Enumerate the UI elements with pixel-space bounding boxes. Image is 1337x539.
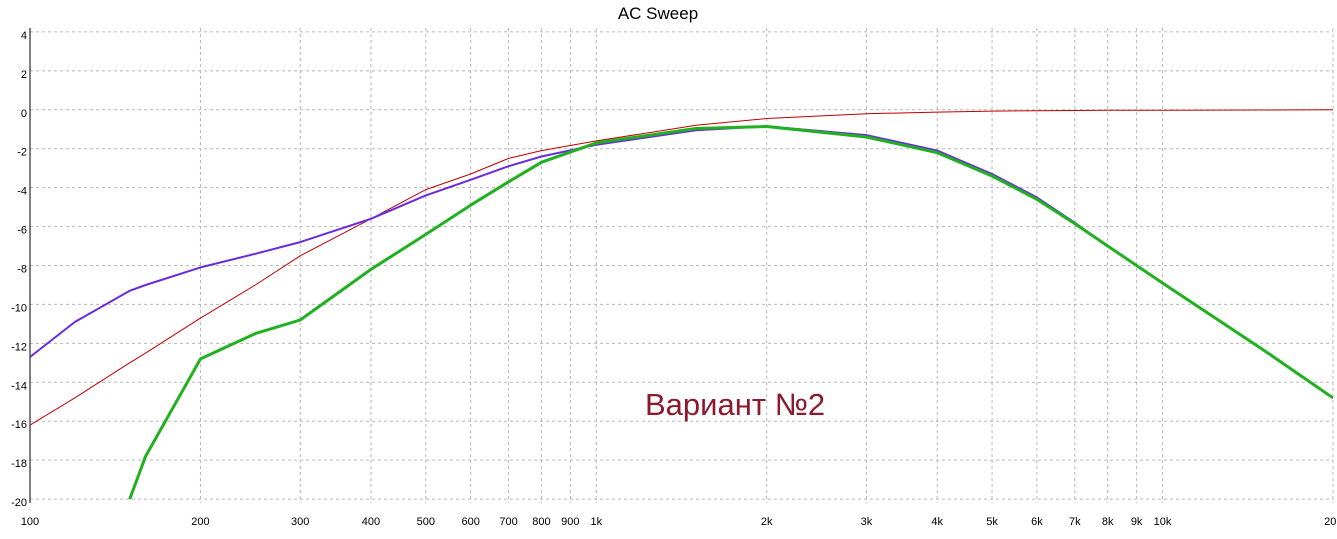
y-tick-label: -14 (11, 380, 27, 392)
x-tick-label: 10k (1154, 516, 1172, 528)
x-tick-label: 400 (362, 516, 380, 528)
x-tick-label: 7k (1069, 516, 1081, 528)
series-line (30, 109, 1333, 426)
y-tick-label: -10 (11, 302, 27, 314)
x-tick-label: 3k (861, 516, 873, 528)
y-tick-label: -2 (17, 147, 27, 159)
series-line (128, 125, 1333, 500)
x-tick-label: 100 (21, 516, 39, 528)
x-tick-label: 4k (931, 516, 943, 528)
x-tick-label: 300 (291, 516, 309, 528)
chart-title: AC Sweep (618, 4, 698, 23)
y-tick-label: -16 (11, 419, 27, 431)
y-tick-label: -12 (11, 341, 27, 353)
x-tick-label: 2k (761, 516, 773, 528)
y-tick-label: 4 (21, 30, 27, 42)
y-tick-label: -6 (17, 225, 27, 237)
x-tick-label: 600 (461, 516, 479, 528)
x-tick-label: 9k (1131, 516, 1143, 528)
y-tick-label: 0 (21, 108, 27, 120)
x-tick-label: 1k (590, 516, 602, 528)
x-tick-label: 20k (1324, 516, 1337, 528)
y-tick-label: -4 (17, 186, 27, 198)
x-tick-label: 200 (191, 516, 209, 528)
x-tick-label: 8k (1102, 516, 1114, 528)
y-tick-label: -18 (11, 458, 27, 470)
y-tick-label: -20 (11, 497, 27, 509)
y-tick-label: -8 (17, 264, 27, 276)
x-tick-label: 700 (499, 516, 517, 528)
x-tick-label: 800 (532, 516, 550, 528)
x-tick-label: 5k (986, 516, 998, 528)
x-tick-label: 500 (417, 516, 435, 528)
y-tick-label: 2 (21, 69, 27, 81)
x-tick-label: 6k (1031, 516, 1043, 528)
x-tick-label: 900 (561, 516, 579, 528)
annotation: Вариант №2 (645, 387, 825, 422)
